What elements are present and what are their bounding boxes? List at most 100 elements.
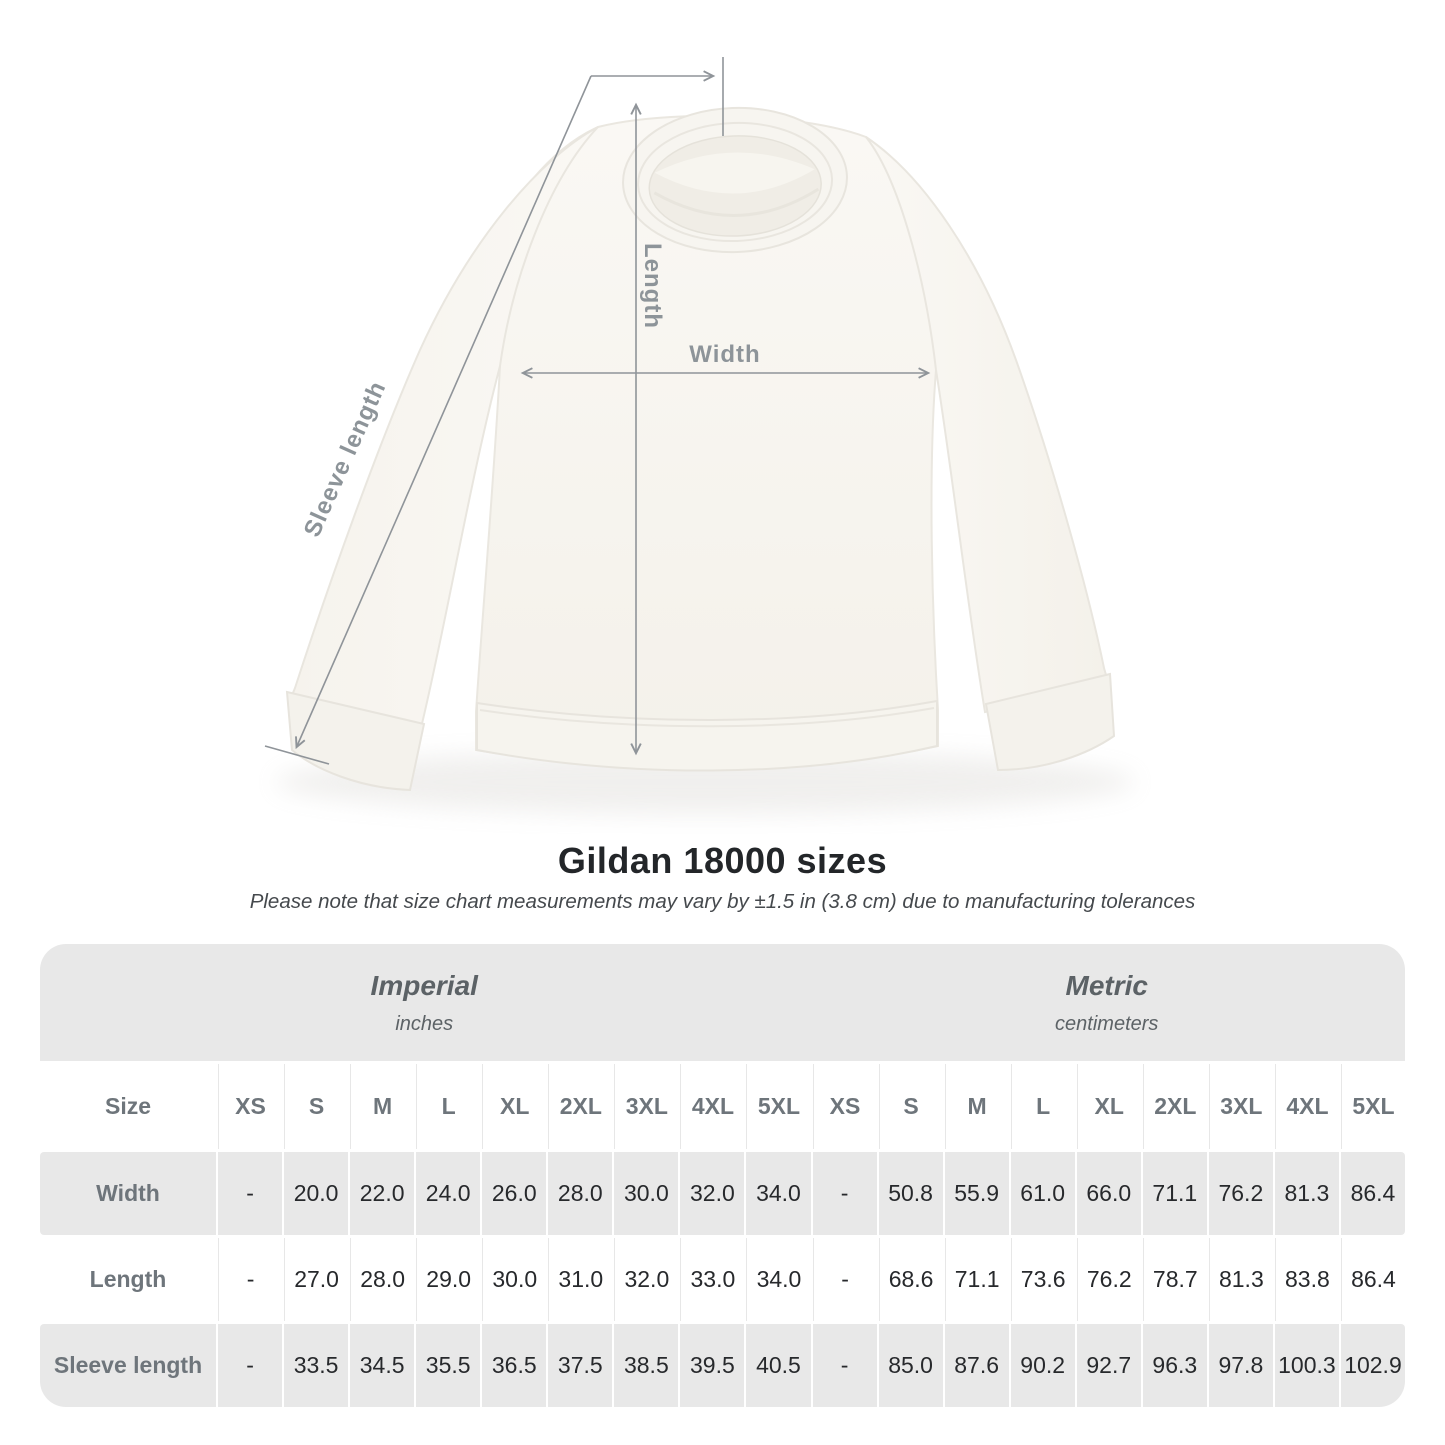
value-cell: 37.5 [548, 1324, 613, 1407]
size-col-header-metric: XL [1076, 1064, 1141, 1149]
value-cell: 83.8 [1274, 1238, 1339, 1321]
garment-shadow [275, 750, 1135, 814]
value-cell: 81.3 [1208, 1238, 1273, 1321]
value-cell: 29.0 [416, 1238, 481, 1321]
value-cell: 76.2 [1208, 1152, 1273, 1235]
value-cell: 100.3 [1274, 1324, 1339, 1407]
width-label: Width [689, 341, 760, 368]
size-col-header-imperial: S [284, 1064, 349, 1149]
value-cell: 34.0 [746, 1152, 811, 1235]
size-col-header-imperial: 4XL [680, 1064, 745, 1149]
value-cell: 35.5 [416, 1324, 481, 1407]
metric-unit-label: centimeters [1055, 1012, 1159, 1035]
value-cell: 87.6 [944, 1324, 1009, 1407]
value-cell: 32.0 [680, 1152, 745, 1235]
value-cell: 86.4 [1340, 1238, 1405, 1321]
left-cuff [285, 690, 426, 792]
value-cell: 26.0 [482, 1152, 547, 1235]
value-cell: 73.6 [1010, 1238, 1075, 1321]
value-cell: 66.0 [1076, 1152, 1141, 1235]
size-col-header-imperial: M [350, 1064, 415, 1149]
value-cell: 34.0 [746, 1238, 811, 1321]
value-cell: - [218, 1152, 283, 1235]
value-cell: 32.0 [614, 1238, 679, 1321]
size-column-header: Size [40, 1064, 216, 1149]
value-cell: 97.8 [1208, 1324, 1273, 1407]
value-cell: 86.4 [1340, 1152, 1405, 1235]
measurement-row-label: Width [40, 1152, 216, 1235]
size-col-header-metric: 4XL [1274, 1064, 1339, 1149]
value-cell: 34.5 [350, 1324, 415, 1407]
value-cell: 76.2 [1076, 1238, 1141, 1321]
measurement-row: Sleeve length -33.5 34.5 35.5 36.5 37.5 38.5 39… [40, 1324, 1405, 1407]
metric-group-header: Metric centimeters [808, 944, 1405, 1061]
right-cuff [984, 672, 1116, 772]
sleeve-length-arrow [295, 75, 592, 750]
value-cell: 38.5 [614, 1324, 679, 1407]
value-cell: 39.5 [680, 1324, 745, 1407]
waistband-seam [479, 707, 935, 728]
collar [622, 106, 848, 254]
value-cell: 27.0 [284, 1238, 349, 1321]
measurement-row: Width -20.0 22.0 24.0 26.0 28.0 30.0 32.0 34.0-5… [40, 1152, 1405, 1235]
value-cell: - [812, 1238, 877, 1321]
value-cell: - [218, 1238, 283, 1321]
measurement-row: Length -27.0 28.0 29.0 30.0 31.0 32.0 33.0 34.0-… [40, 1238, 1405, 1321]
size-col-header-metric: 3XL [1208, 1064, 1273, 1149]
value-cell: 55.9 [944, 1152, 1009, 1235]
value-cell: 85.0 [878, 1324, 943, 1407]
value-cell: 36.5 [482, 1324, 547, 1407]
size-col-header-metric: M [944, 1064, 1009, 1149]
value-cell: - [218, 1324, 283, 1407]
value-cell: 96.3 [1142, 1324, 1207, 1407]
value-cell: 71.1 [944, 1238, 1009, 1321]
page-title: Gildan 18000 sizes [557, 840, 888, 881]
value-cell: 31.0 [548, 1238, 613, 1321]
value-cell: 30.0 [614, 1152, 679, 1235]
value-cell: 78.7 [1142, 1238, 1207, 1321]
value-cell: 30.0 [482, 1238, 547, 1321]
measurement-row-label: Length [40, 1238, 216, 1321]
length-label: Length [639, 243, 666, 329]
imperial-label: Imperial [370, 969, 478, 1001]
value-cell: 40.5 [746, 1324, 811, 1407]
size-table-body: Size XS S M L XL 2XL 3XL 4XL 5XL XS S M L XL 2XL 3XL 4XL 5… [40, 1064, 1405, 1407]
metric-label: Metric [1065, 969, 1148, 1001]
size-col-header-metric: 5XL [1340, 1064, 1405, 1149]
value-cell: 102.9 [1340, 1324, 1405, 1407]
value-cell: 33.5 [284, 1324, 349, 1407]
value-cell: 33.0 [680, 1238, 745, 1321]
value-cell: 20.0 [284, 1152, 349, 1235]
size-col-header-imperial: 2XL [548, 1064, 613, 1149]
sleeve-length-tick [264, 745, 330, 765]
value-cell: - [812, 1152, 877, 1235]
size-col-header-metric: L [1010, 1064, 1075, 1149]
value-cell: 61.0 [1010, 1152, 1075, 1235]
value-cell: 81.3 [1274, 1152, 1339, 1235]
size-col-header-imperial: XS [218, 1064, 283, 1149]
size-col-header-metric: 2XL [1142, 1064, 1207, 1149]
value-cell: 24.0 [416, 1152, 481, 1235]
value-cell: 92.7 [1076, 1324, 1141, 1407]
value-cell: 50.8 [878, 1152, 943, 1235]
size-col-header-metric: XS [812, 1064, 877, 1149]
imperial-unit-label: inches [395, 1012, 454, 1035]
value-cell: 28.0 [548, 1152, 613, 1235]
unit-group-header: Imperial inches Metric centimeters [40, 944, 1405, 1061]
value-cell: 71.1 [1142, 1152, 1207, 1235]
size-col-header-metric: S [878, 1064, 943, 1149]
size-col-header-imperial: L [416, 1064, 481, 1149]
size-table: Imperial inches Metric centimeters Size X… [40, 944, 1405, 1407]
value-cell: 22.0 [350, 1152, 415, 1235]
value-cell: - [812, 1324, 877, 1407]
size-col-header-imperial: 5XL [746, 1064, 811, 1149]
sweatshirt-diagram: Width Length Sleeve length [264, 57, 1135, 814]
measurement-row-label: Sleeve length [40, 1324, 216, 1407]
sweatshirt-illustration: Width Length Sleeve length [264, 57, 1135, 814]
imperial-group-header: Imperial inches [40, 944, 808, 1061]
size-col-header-imperial: XL [482, 1064, 547, 1149]
value-cell: 68.6 [878, 1238, 943, 1321]
value-cell: 90.2 [1010, 1324, 1075, 1407]
size-col-header-imperial: 3XL [614, 1064, 679, 1149]
